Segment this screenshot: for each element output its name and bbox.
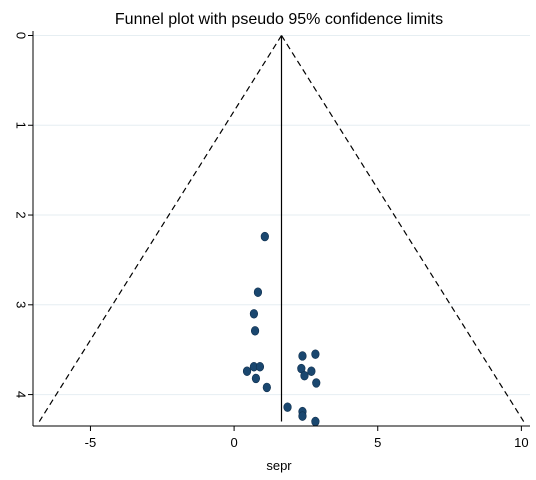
y-tick-label: 2 — [14, 211, 29, 218]
data-point-2 — [249, 309, 259, 319]
x-axis-ticks: -5 0 5 10 — [85, 426, 529, 450]
data-point-17 — [298, 411, 307, 421]
data-points — [242, 231, 321, 427]
x-tick-label: 5 — [374, 435, 381, 450]
y-tick-label: 0 — [14, 32, 29, 39]
data-point-7 — [251, 373, 261, 384]
x-axis-label: sepr — [266, 458, 292, 473]
confidence-limit-right — [280, 35, 525, 422]
data-point-0 — [260, 231, 269, 242]
x-tick-label: 0 — [230, 435, 237, 450]
x-tick-label: 10 — [514, 435, 528, 450]
chart-title: Funnel plot with pseudo 95% confidence l… — [115, 11, 443, 28]
y-tick-label: 1 — [14, 122, 29, 129]
data-point-13 — [300, 371, 309, 381]
confidence-limit-left — [38, 35, 283, 422]
data-point-18 — [311, 416, 320, 427]
axes — [32, 31, 530, 427]
confidence-limit-lines — [38, 35, 525, 422]
data-point-15 — [283, 402, 292, 412]
y-tick-label: 4 — [14, 391, 29, 398]
y-axis-ticks: 0 1 2 3 4 — [14, 32, 33, 398]
data-point-14 — [312, 378, 321, 388]
data-point-10 — [311, 349, 320, 359]
data-point-1 — [253, 287, 263, 297]
data-point-12 — [307, 366, 316, 376]
y-tick-label: 3 — [14, 301, 29, 308]
data-point-4 — [242, 366, 252, 376]
x-tick-label: -5 — [85, 435, 97, 450]
data-point-8 — [262, 382, 271, 393]
data-point-6 — [255, 362, 265, 372]
data-point-3 — [250, 326, 260, 336]
data-point-9 — [298, 351, 307, 361]
